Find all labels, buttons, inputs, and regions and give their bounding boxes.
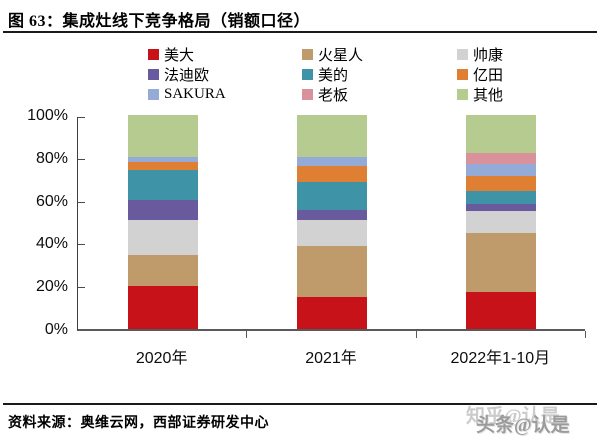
bar-segment-美大 [127,286,198,329]
legend-swatch-SAKURA [148,88,159,100]
watermark: 知乎@认是 头条@认是 [466,399,598,443]
legend-label: 亿田 [473,67,504,84]
bar-segment-亿田 [297,166,367,183]
legend-item-美大: 美大 [148,44,302,64]
bar-segment-法迪欧 [466,203,537,212]
plot-area [77,115,586,338]
y-axis-label: 0% [44,321,68,338]
legend-swatch-美大 [148,48,159,60]
source-note: 资料来源：奥维云网，西部证券研发中心 [8,416,269,431]
legend-swatch-亿田 [457,68,468,80]
bar-segment-其他 [297,115,367,157]
legend-item-其他: 其他 [457,84,503,104]
bar-segment-亿田 [127,162,198,170]
legend-item-SAKURA: SAKURA [148,84,302,104]
bar-segment-帅康 [127,219,198,256]
x-axis-label: 2021年 [305,350,357,367]
legend-item-亿田: 亿田 [457,64,503,84]
figure-title: 图 63：集成灶线下竞争格局（销额口径） [8,13,311,30]
bar-segment-其他 [466,115,537,153]
y-axis-label: 100% [27,107,68,124]
bar-segment-美的 [466,191,537,204]
bar-segment-SAKURA [297,156,367,167]
bar-segment-亿田 [466,176,537,192]
bar-segment-美的 [127,169,198,200]
bar-segment-美大 [466,291,537,329]
bar-segment-火星人 [466,232,537,292]
y-axis-label: 40% [35,235,68,253]
legend-label: 火星人 [318,47,364,64]
bar-segment-美的 [297,182,367,211]
bar-segment-老板 [466,152,537,165]
bar-segment-SAKURA [127,156,198,163]
legend-item-法迪欧: 法迪欧 [148,64,302,84]
legend-swatch-火星人 [302,48,313,60]
legend-label: 美大 [164,47,195,64]
y-axis-label: 60% [35,192,68,210]
legend-item-火星人: 火星人 [302,44,457,64]
bar-segment-美大 [297,296,367,329]
stacked-bar-2022年1-10月 [466,115,537,329]
y-axis-tick [78,287,85,289]
bar-segment-其他 [127,115,198,157]
legend-swatch-老板 [302,88,313,100]
legend-label: 老板 [318,87,349,104]
x-axis-label: 2020年 [135,350,188,367]
x-axis-tick [246,331,248,338]
legend-label: 法迪欧 [164,67,210,84]
legend-item-老板: 老板 [302,84,457,104]
legend-swatch-其他 [457,88,468,100]
legend-item-帅康: 帅康 [457,44,503,64]
watermark-front-text: 头条@认是 [476,415,570,436]
title-divider [3,31,597,33]
bar-segment-火星人 [297,245,367,297]
bar-segment-帅康 [466,211,537,233]
stacked-bar-2021年 [297,115,367,329]
legend-swatch-帅康 [457,48,468,60]
y-axis-label: 80% [35,149,68,167]
stacked-bar-2020年 [127,115,198,329]
legend-label: 帅康 [473,47,504,64]
bar-segment-帅康 [297,219,367,246]
legend-label: 其他 [473,87,504,104]
x-axis-tick [585,331,586,338]
y-axis-label: 20% [35,278,68,296]
bar-segment-火星人 [127,255,198,287]
legend-item-美的: 美的 [302,64,457,84]
bar-segment-法迪欧 [297,210,367,220]
legend-swatch-法迪欧 [148,68,159,80]
legend: 美大 火星人 帅康法迪欧 美的 亿田 SAKURA 老板 其他 [148,44,503,104]
x-axis-label: 2022年1-10月 [450,350,551,367]
bar-segment-法迪欧 [127,199,198,220]
legend-label: SAKURA [164,85,226,102]
watermark-back-text: 知乎@认是 [466,406,560,427]
y-axis-tick [78,158,85,160]
y-axis-tick [78,201,85,203]
bar-segment-SAKURA [466,164,537,177]
x-axis-tick [415,331,417,338]
y-axis-tick [78,117,85,118]
y-axis-tick [78,244,85,246]
legend-swatch-美的 [302,68,313,80]
footer-divider [3,403,597,405]
legend-label: 美的 [318,67,349,84]
